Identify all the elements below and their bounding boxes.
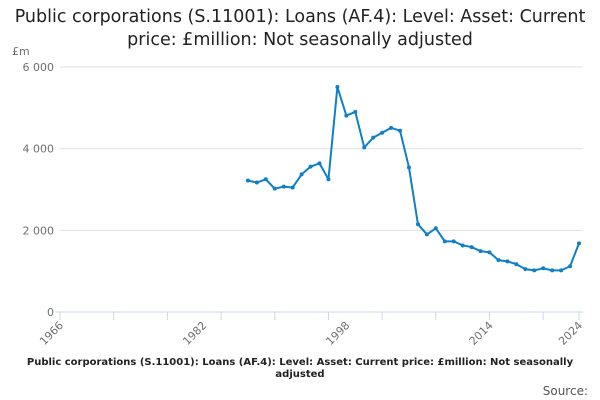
data-point: [406, 165, 411, 170]
data-point: [335, 85, 340, 90]
data-point: [469, 245, 474, 250]
data-point: [254, 180, 259, 185]
x-tick-label: 2024: [556, 319, 585, 348]
data-point: [532, 268, 537, 273]
data-point: [505, 259, 510, 264]
chart-footer-title: Public corporations (S.11001): Loans (AF…: [26, 357, 574, 380]
data-point: [389, 125, 394, 130]
data-point: [523, 267, 528, 272]
x-tick-label: 2014: [467, 319, 496, 348]
y-tick-label: 6 000: [23, 61, 55, 74]
y-tick-label: 4 000: [23, 143, 55, 156]
data-point: [362, 145, 367, 150]
data-point: [451, 239, 456, 244]
data-point: [478, 249, 483, 254]
chart-title: Public corporations (S.11001): Loans (AF…: [14, 7, 586, 50]
data-point: [353, 109, 358, 114]
x-tick-label: 1966: [37, 319, 66, 348]
y-axis-unit-label: £m: [12, 45, 30, 58]
data-point: [559, 268, 564, 273]
data-point: [245, 178, 250, 183]
series-line: [247, 86, 580, 272]
data-point: [487, 250, 492, 255]
data-point: [433, 226, 438, 231]
data-point: [514, 262, 519, 267]
data-point: [550, 268, 555, 273]
data-point: [290, 185, 295, 190]
data-point: [299, 172, 304, 177]
y-tick-label: 0: [47, 306, 54, 319]
data-point: [380, 130, 385, 135]
data-point: [326, 177, 331, 182]
x-tick-label: 1998: [323, 319, 352, 348]
data-point: [272, 186, 277, 191]
data-point: [398, 128, 403, 133]
data-point: [371, 135, 376, 140]
data-point: [317, 161, 322, 166]
data-point: [281, 184, 286, 189]
x-tick-label: 1982: [180, 319, 209, 348]
data-point: [460, 243, 465, 248]
data-point: [577, 241, 581, 246]
data-point: [442, 239, 447, 244]
data-point: [263, 177, 268, 182]
data-point: [308, 164, 313, 169]
data-point: [415, 222, 420, 227]
y-tick-label: 2 000: [23, 224, 55, 237]
data-point: [424, 232, 429, 237]
data-point: [344, 113, 349, 118]
data-point: [568, 264, 573, 269]
data-point: [496, 258, 501, 263]
data-point: [541, 266, 546, 271]
source-label: Source:: [542, 384, 588, 398]
